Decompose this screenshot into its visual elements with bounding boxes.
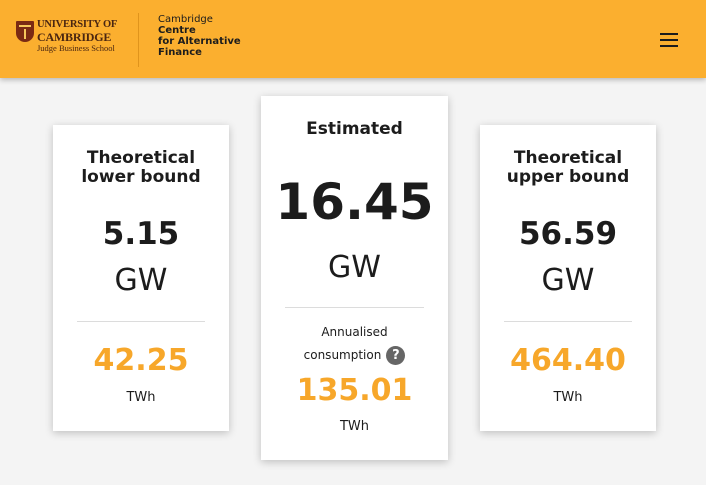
divider <box>77 321 205 322</box>
ccaf-line4: Finance <box>158 47 202 58</box>
annualised-label: Annualised <box>321 325 388 339</box>
power-unit: GW <box>541 263 595 298</box>
energy-unit: TWh <box>553 390 583 405</box>
cambridge-judge-logo[interactable]: UNIVERSITY OF CAMBRIDGE Judge Business S… <box>16 17 119 57</box>
energy-unit: TWh <box>339 419 370 434</box>
ccaf-line1: Cambridge <box>158 14 213 25</box>
power-value: 56.59 <box>518 216 618 252</box>
university-line3: Judge Business School <box>37 42 115 53</box>
cambridge-shield-icon <box>16 21 34 42</box>
divider <box>285 307 424 308</box>
energy-value: 42.25 <box>93 343 189 378</box>
estimated-card: Estimated 16.45 GW Annualised consumptio… <box>261 96 448 460</box>
upper-bound-card: Theoretical upper bound 56.59 GW 464.40 … <box>480 125 656 431</box>
power-value: 5.15 <box>102 216 180 252</box>
consumption-label-row: consumption? <box>261 346 448 365</box>
title-line2: upper bound <box>506 167 630 187</box>
power-unit: GW <box>328 250 381 285</box>
energy-unit: TWh <box>126 390 156 405</box>
divider <box>504 321 632 322</box>
university-line2: CAMBRIDGE <box>37 29 112 44</box>
ccaf-logo[interactable]: Cambridge Centre for Alternative Finance <box>158 14 241 58</box>
help-question-icon[interactable]: ? <box>386 346 406 365</box>
hamburger-menu-icon[interactable] <box>656 29 682 51</box>
ccaf-line2: Centre <box>158 25 196 36</box>
consumption-label: consumption <box>303 348 382 362</box>
title-line1: Theoretical <box>86 148 196 168</box>
university-name: UNIVERSITY OF CAMBRIDGE Judge Business S… <box>37 19 119 53</box>
energy-value: 135.01 <box>296 373 413 408</box>
title-line2: lower bound <box>81 167 201 187</box>
university-line1: UNIVERSITY OF <box>37 19 118 30</box>
logo-divider <box>138 13 139 67</box>
card-title: Theoretical lower bound <box>53 149 229 187</box>
energy-value: 464.40 <box>510 343 626 378</box>
ccaf-line3: for Alternative <box>158 36 241 47</box>
power-value: 16.45 <box>275 173 434 231</box>
power-unit: GW <box>114 263 168 298</box>
title-line1: Theoretical <box>513 148 623 168</box>
site-header: UNIVERSITY OF CAMBRIDGE Judge Business S… <box>0 0 706 78</box>
card-title: Estimated <box>306 119 403 139</box>
card-title: Theoretical upper bound <box>480 149 656 187</box>
lower-bound-card: Theoretical lower bound 5.15 GW 42.25 TW… <box>53 125 229 431</box>
